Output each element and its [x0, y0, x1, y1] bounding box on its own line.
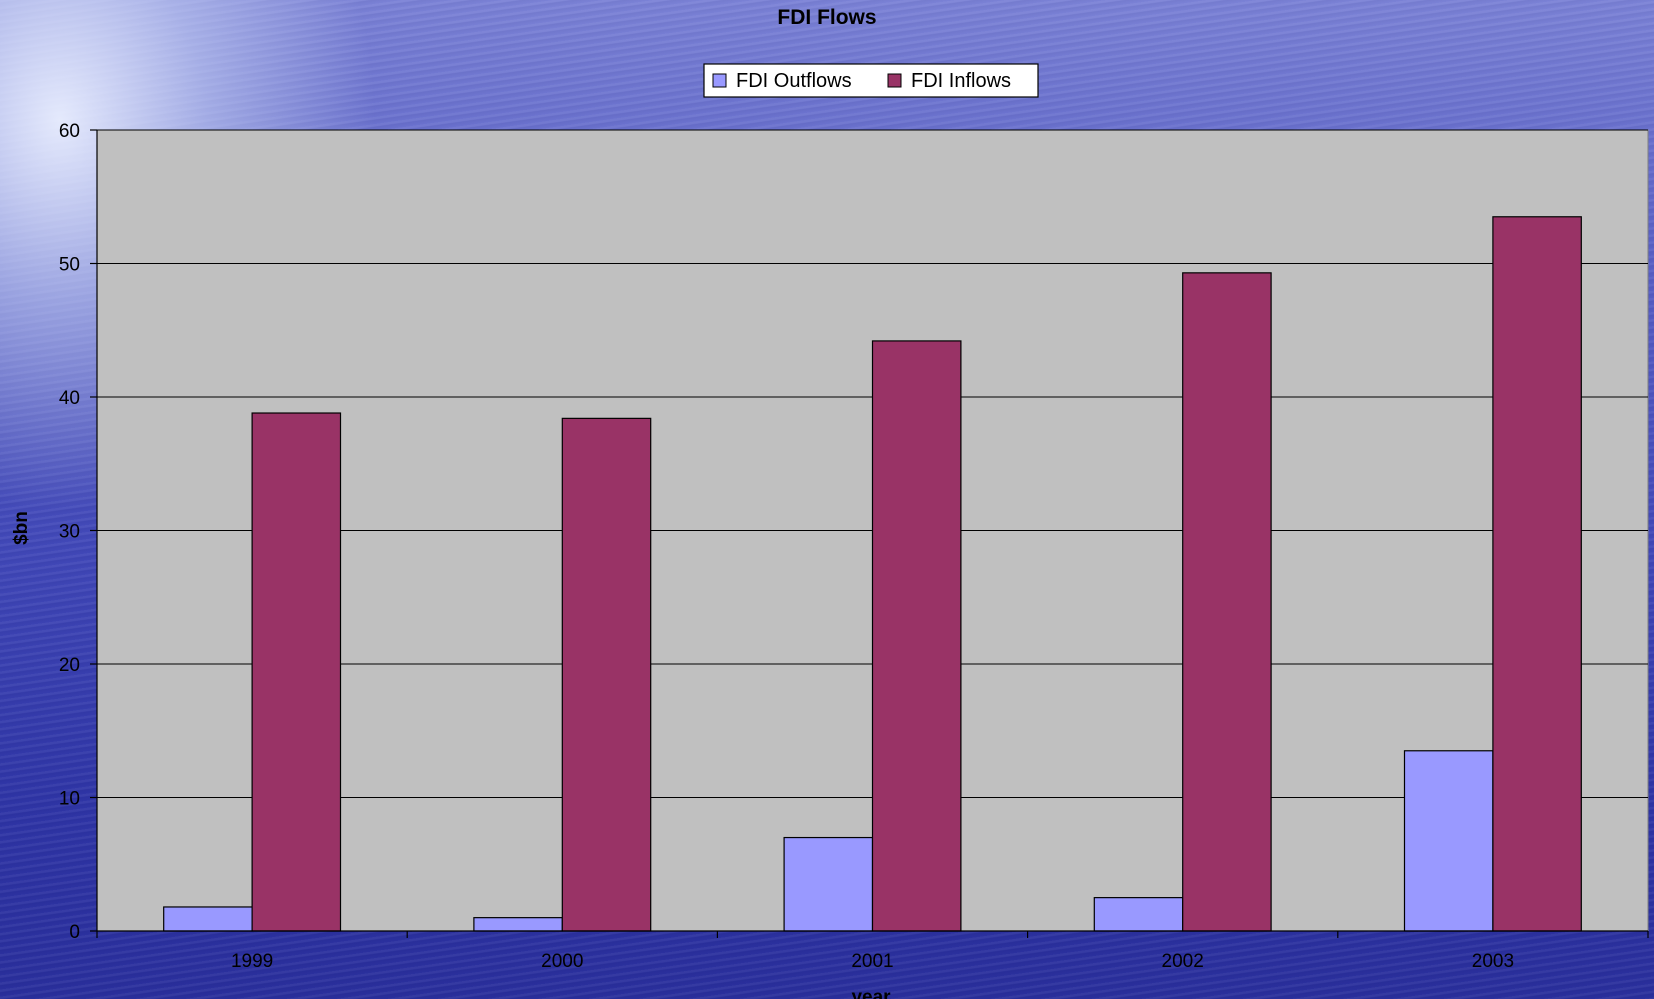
y-tick-label: 20 [59, 655, 80, 676]
bar-inflows-1999 [251, 412, 342, 932]
bars [163, 216, 1582, 932]
legend: FDI Outflows FDI Inflows [703, 63, 1039, 98]
y-tick-labels: 0 10 20 30 40 50 60 [59, 121, 80, 943]
x-tick-label: 2003 [1472, 951, 1514, 972]
y-tick-label: 0 [69, 922, 80, 943]
bar-outflows-2001 [783, 836, 874, 932]
x-axis-label: year [851, 987, 891, 999]
chart-title: FDI Flows [777, 6, 876, 29]
bar-outflows-2003 [1403, 750, 1494, 932]
bar-outflows-1999 [163, 906, 253, 932]
x-tick-label: 2001 [851, 951, 893, 972]
y-tick-label: 50 [59, 255, 80, 276]
bar-outflows-2002 [1093, 897, 1184, 932]
bar-outflows-2000 [473, 917, 563, 932]
bar-inflows-2003 [1492, 216, 1582, 932]
y-tick-label: 30 [59, 522, 80, 543]
axes [90, 129, 1649, 938]
x-tick-labels: 1999 2000 2001 2002 2003 [231, 951, 1514, 972]
y-tick-label: 40 [59, 388, 80, 409]
legend-swatch-inflows [887, 73, 902, 88]
bar-inflows-2002 [1182, 272, 1272, 932]
x-tick-label: 2000 [541, 951, 583, 972]
x-tick-label: 2002 [1162, 951, 1204, 972]
legend-swatch-outflows [712, 73, 727, 88]
legend-box [703, 63, 1039, 98]
bar-inflows-2000 [561, 417, 652, 932]
y-axis-label: $bn [11, 511, 32, 545]
y-tick-label: 60 [59, 121, 80, 142]
y-tick-label: 10 [59, 789, 80, 810]
bar-inflows-2001 [871, 340, 962, 932]
legend-label-inflows: FDI Inflows [911, 70, 1011, 92]
x-tick-label: 1999 [231, 951, 273, 972]
legend-label-outflows: FDI Outflows [736, 70, 852, 92]
